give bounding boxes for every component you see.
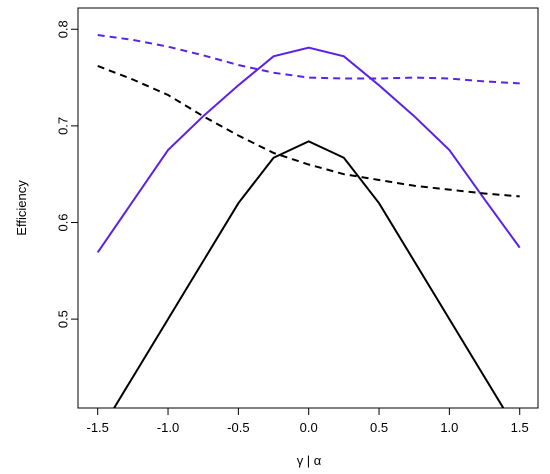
series-line (97, 34, 520, 85)
x-tick-label: -0.5 (227, 420, 249, 435)
x-tick-label: 1.5 (511, 420, 529, 435)
plot-box (77, 7, 539, 409)
x-axis-label: γ | α (297, 453, 322, 468)
x-tick-label: 0.5 (370, 420, 388, 435)
series-line (97, 65, 520, 198)
series-line (112, 140, 505, 408)
x-tick-label: -1.5 (86, 420, 108, 435)
y-tick-label: 0.7 (55, 117, 70, 135)
y-tick-label: 0.5 (55, 310, 70, 328)
x-tick-label: -1.0 (157, 420, 179, 435)
x-tick-label: 1.0 (440, 420, 458, 435)
x-tick-label: 0.0 (300, 420, 318, 435)
y-tick-label: 0.8 (55, 20, 70, 38)
series-line (96, 46, 521, 254)
y-tick-label: 0.6 (55, 213, 70, 231)
y-axis-label: Efficiency (14, 180, 29, 236)
